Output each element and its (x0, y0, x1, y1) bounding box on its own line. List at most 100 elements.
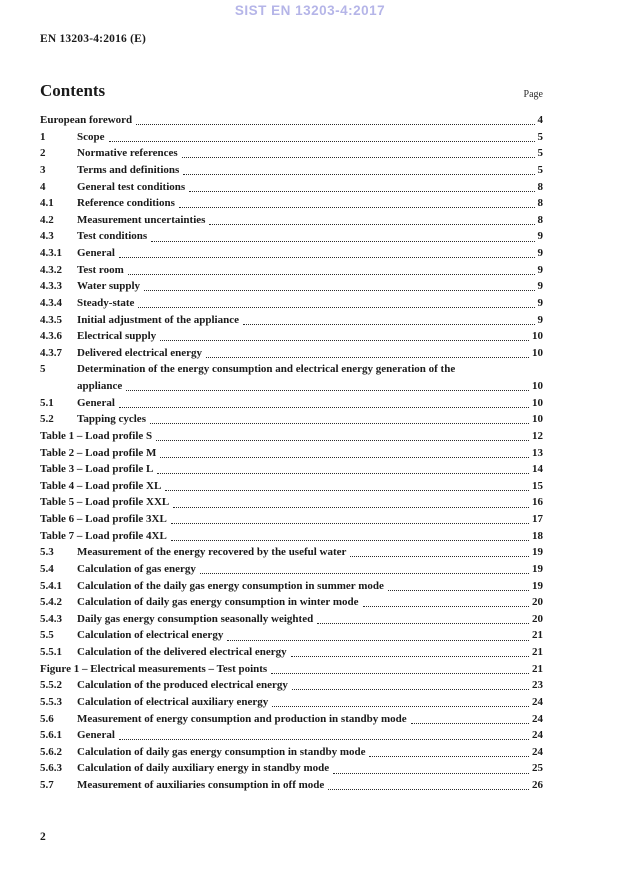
dot-leader (181, 145, 535, 159)
toc-entry-page: 9 (537, 280, 544, 293)
toc-entry-page: 8 (537, 180, 544, 193)
toc-entry-title: Scope (77, 130, 105, 143)
toc-entry-page: 5 (537, 130, 544, 143)
toc-entry: 4.3 Test conditions 9 (40, 228, 543, 245)
dot-leader (209, 212, 535, 225)
toc-entry-title: Figure 1 – Electrical measurements – Tes… (40, 662, 268, 675)
toc-entry: 5.1 General 10 (40, 395, 543, 412)
toc-entry-page: 24 (532, 745, 543, 758)
toc-entry: 5.5.3 Calculation of electrical auxiliar… (40, 694, 543, 711)
toc-entry: 5.4.1 Calculation of the daily gas energ… (40, 578, 543, 595)
dot-leader (271, 661, 529, 674)
toc-entry-number: 3 (40, 163, 46, 176)
toc-entry-title: Delivered electrical energy (77, 346, 203, 359)
toc-entry-number: 5.4 (40, 562, 54, 575)
dot-leader (410, 711, 529, 724)
toc-entry-number: 4.3.2 (40, 263, 62, 276)
toc-entry: European foreword 4 (40, 112, 543, 129)
toc-entry-page: 8 (537, 197, 544, 210)
dot-leader (138, 295, 535, 308)
toc-entry: 3 Terms and definitions 5 (40, 162, 543, 179)
dot-leader (136, 112, 535, 126)
toc-entry-number: 4.1 (40, 197, 54, 210)
dot-leader (157, 461, 529, 475)
dot-leader (170, 528, 529, 541)
toc-entry-title: Electrical supply (77, 330, 157, 343)
dot-leader (350, 544, 529, 558)
toc-entry-title: General test conditions (77, 180, 186, 193)
toc-entry-title: Daily gas energy consumption seasonally … (77, 612, 314, 625)
toc-entry: 4.3.1 General 9 (40, 245, 543, 262)
toc-entry-page: 14 (532, 463, 543, 476)
toc-entry-title: Table 1 – Load profile S (40, 429, 153, 442)
toc-entry-title: Calculation of the produced electrical e… (77, 679, 288, 692)
toc-entry: 5.4 Calculation of gas energy 19 (40, 561, 543, 578)
page-column-label: Page (523, 89, 543, 100)
toc-entry-page: 5 (537, 147, 544, 160)
toc-entry: 5.3 Measurement of the energy recovered … (40, 544, 543, 561)
dot-leader (160, 328, 529, 342)
toc-entry: 4.3.4 Steady-state 9 (40, 295, 543, 312)
dot-leader (362, 594, 529, 608)
dot-leader (151, 228, 535, 242)
footer-page-number: 2 (40, 831, 46, 843)
toc-entry-title: Normative references (77, 147, 178, 160)
dot-leader (144, 278, 535, 292)
toc-entry-page: 23 (532, 679, 543, 692)
toc-entry: 1 Scope 5 (40, 129, 543, 146)
toc-entry: 5.2 Tapping cycles 10 (40, 411, 543, 428)
toc-entry-page: 10 (532, 396, 543, 409)
toc-entry-page: 18 (532, 529, 543, 542)
toc-entry-page: 24 (532, 695, 543, 708)
dot-leader (189, 179, 535, 192)
toc-entry-number: 4.2 (40, 213, 54, 226)
toc-entry-page: 19 (532, 579, 543, 592)
toc-entry: Table 4 – Load profile XL 15 (40, 478, 543, 495)
toc-entry: 5.6 Measurement of energy consumption an… (40, 711, 543, 728)
toc-entry-number: 5.5.3 (40, 695, 62, 708)
toc-entry: 4.2 Measurement uncertainties 8 (40, 212, 543, 229)
toc-entry-title: Test room (77, 263, 124, 276)
toc-entry: 5.4.3 Daily gas energy consumption seaso… (40, 611, 543, 628)
toc-entry: Table 2 – Load profile M 13 (40, 445, 543, 462)
dot-leader (328, 777, 529, 791)
toc-entry-number: 5.1 (40, 396, 54, 409)
toc-entry-number: 5.6.1 (40, 729, 62, 742)
toc-entry-page: 9 (537, 247, 544, 259)
toc-entry-page: 26 (532, 779, 543, 791)
toc-entry-number: 4 (40, 180, 46, 193)
toc-entry-title: Measurement uncertainties (77, 213, 206, 226)
dot-leader (333, 760, 529, 774)
toc-entry-title: Measurement of auxiliaries consumption i… (77, 779, 325, 791)
dot-leader (290, 644, 529, 658)
toc-entry-title: Table 5 – Load profile XXL (40, 496, 170, 509)
toc-entry-title: General (77, 729, 115, 742)
toc-entry-number: 5.5 (40, 629, 54, 642)
toc-entry-number: 4.3.7 (40, 346, 62, 359)
toc-entry-page: 9 (537, 230, 544, 243)
toc-entry-title: Calculation of daily gas energy consumpt… (77, 745, 366, 758)
toc-entry-title-continuation: appliance (77, 380, 123, 392)
dot-leader (242, 312, 535, 325)
dot-leader (127, 262, 535, 275)
toc-entry-page: 9 (537, 263, 544, 276)
toc-entry-page: 9 (537, 296, 544, 309)
toc-entry-number: 4.3.5 (40, 313, 62, 326)
dot-leader (108, 129, 535, 142)
toc-entry-number: 5.4.2 (40, 596, 62, 609)
toc-entry-page: 8 (537, 213, 544, 226)
toc-entry-page: 10 (532, 330, 543, 343)
toc-entry-title: Table 6 – Load profile 3XL (40, 513, 167, 525)
toc-entry-number: 5.6 (40, 712, 54, 725)
toc-entry: 4.3.3 Water supply 9 (40, 278, 543, 295)
toc-entry: 4.3.2 Test room 9 (40, 262, 543, 279)
dot-leader (149, 411, 529, 425)
toc-entry-number: 5.4.1 (40, 579, 62, 592)
toc-entry-title: Reference conditions (77, 197, 175, 210)
dot-leader (227, 627, 529, 641)
dot-leader (156, 428, 529, 441)
toc-entry-page: 13 (532, 446, 543, 459)
toc-entry-title: Measurement of the energy recovered by t… (77, 546, 347, 559)
toc-entry-page: 19 (532, 546, 543, 559)
dot-leader (387, 578, 529, 591)
